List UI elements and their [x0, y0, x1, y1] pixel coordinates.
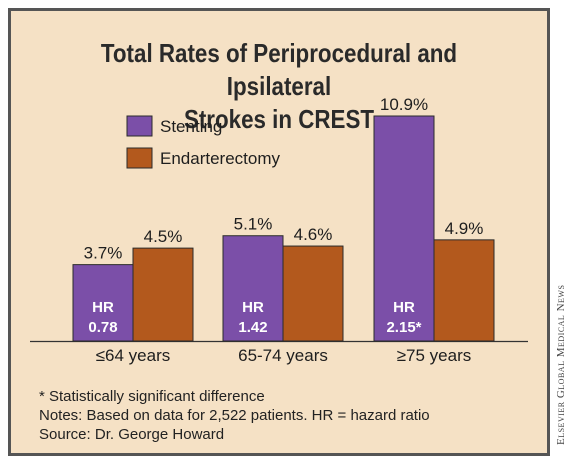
bar-endarterectomy-0 — [132, 247, 194, 342]
legend-label-endarterectomy: Endarterectomy — [160, 149, 280, 168]
note-significance: * Statistically significant difference — [39, 388, 265, 405]
category-label-2: ≥75 years — [397, 346, 472, 365]
chart-card: Total Rates of Periprocedural and Ipsila… — [8, 8, 550, 456]
legend-swatch-endarterectomy — [126, 147, 153, 169]
legend-swatch-stenting — [126, 115, 153, 137]
bar-value-label-endarterectomy-1: 4.6% — [294, 225, 333, 244]
hr-value-0: 0.78 — [88, 319, 117, 336]
note-data-basis: Notes: Based on data for 2,522 patients.… — [39, 407, 430, 424]
note-source: Source: Dr. George Howard — [39, 426, 225, 443]
bar-stenting-2 — [373, 115, 435, 342]
bar-endarterectomy-2 — [433, 239, 495, 342]
category-label-1: 65-74 years — [238, 346, 328, 365]
bar-value-label-stenting-2: 10.9% — [380, 95, 428, 114]
legend-label-stenting: Stenting — [160, 117, 222, 136]
bar-value-label-endarterectomy-0: 4.5% — [144, 227, 183, 246]
bar-endarterectomy-1 — [282, 245, 344, 342]
category-label-0: ≤64 years — [96, 346, 171, 365]
bar-stenting-1 — [222, 235, 284, 342]
bar-value-label-stenting-0: 3.7% — [84, 244, 123, 263]
hr-label-2: HR — [393, 299, 415, 316]
title-line-1: Total Rates of Periprocedural and Ipsila… — [100, 38, 458, 101]
bar-value-label-stenting-1: 5.1% — [234, 215, 273, 234]
hr-value-2: 2.15* — [386, 319, 421, 336]
hr-value-1: 1.42 — [238, 319, 267, 336]
hr-label-0: HR — [92, 299, 114, 316]
title-line-2: Strokes in CREST — [183, 104, 375, 134]
hr-label-1: HR — [242, 299, 264, 316]
chart-title: Total Rates of Periprocedural and Ipsila… — [49, 37, 510, 136]
bar-value-label-endarterectomy-2: 4.9% — [445, 219, 484, 238]
credit-line: Elsevier Global Medical News — [555, 284, 567, 445]
chart-notes: * Statistically significant difference N… — [39, 387, 430, 444]
